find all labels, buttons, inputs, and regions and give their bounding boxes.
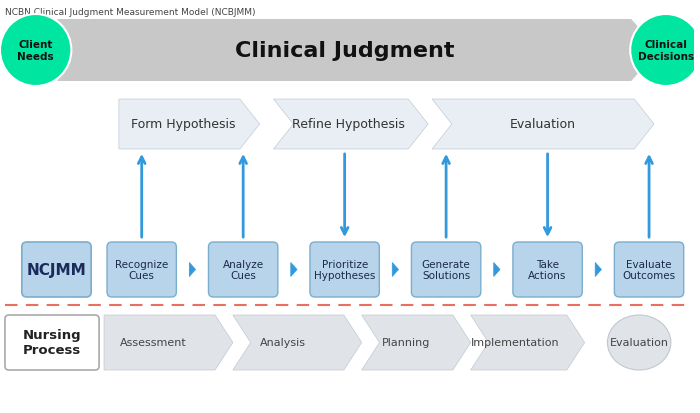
Polygon shape [595, 263, 601, 277]
FancyBboxPatch shape [310, 242, 379, 297]
Text: Generate
Solutions: Generate Solutions [421, 259, 470, 280]
Polygon shape [392, 263, 398, 277]
Text: Prioritize
Hypotheses: Prioritize Hypotheses [314, 259, 375, 280]
Ellipse shape [0, 15, 71, 87]
Text: Take
Actions: Take Actions [528, 259, 567, 280]
Text: Analyze
Cues: Analyze Cues [223, 259, 264, 280]
FancyBboxPatch shape [513, 242, 582, 297]
FancyBboxPatch shape [107, 242, 176, 297]
Polygon shape [57, 20, 659, 82]
Text: Evaluation: Evaluation [510, 118, 576, 131]
Ellipse shape [608, 315, 671, 370]
Polygon shape [470, 315, 584, 370]
Text: Implementation: Implementation [471, 338, 559, 348]
Polygon shape [233, 315, 362, 370]
Ellipse shape [630, 15, 700, 87]
Text: Evaluation: Evaluation [610, 338, 668, 348]
Text: Nursing
Process: Nursing Process [22, 329, 81, 357]
FancyBboxPatch shape [615, 242, 684, 297]
Text: NCBN Clinical Judgment Measurement Model (NCBJMM): NCBN Clinical Judgment Measurement Model… [5, 8, 256, 17]
FancyBboxPatch shape [5, 315, 99, 370]
Text: Assessment: Assessment [120, 338, 187, 348]
FancyBboxPatch shape [412, 242, 481, 297]
Text: Recognize
Cues: Recognize Cues [115, 259, 168, 280]
Text: Form Hypothesis: Form Hypothesis [131, 118, 236, 131]
Text: Client
Needs: Client Needs [18, 40, 54, 62]
Polygon shape [274, 100, 428, 150]
Polygon shape [290, 263, 297, 277]
Polygon shape [362, 315, 470, 370]
Text: Clinical
Decisions: Clinical Decisions [638, 40, 694, 62]
Polygon shape [189, 263, 195, 277]
Text: Clinical Judgment: Clinical Judgment [234, 41, 454, 61]
Polygon shape [494, 263, 500, 277]
Polygon shape [104, 315, 233, 370]
Text: NCJMM: NCJMM [27, 262, 86, 277]
FancyBboxPatch shape [22, 242, 91, 297]
Polygon shape [119, 100, 260, 150]
FancyBboxPatch shape [209, 242, 278, 297]
Polygon shape [432, 100, 654, 150]
Text: Refine Hypothesis: Refine Hypothesis [293, 118, 405, 131]
Text: Analysis: Analysis [260, 338, 305, 348]
Text: Evaluate
Outcomes: Evaluate Outcomes [622, 259, 675, 280]
Text: Planning: Planning [382, 338, 430, 348]
